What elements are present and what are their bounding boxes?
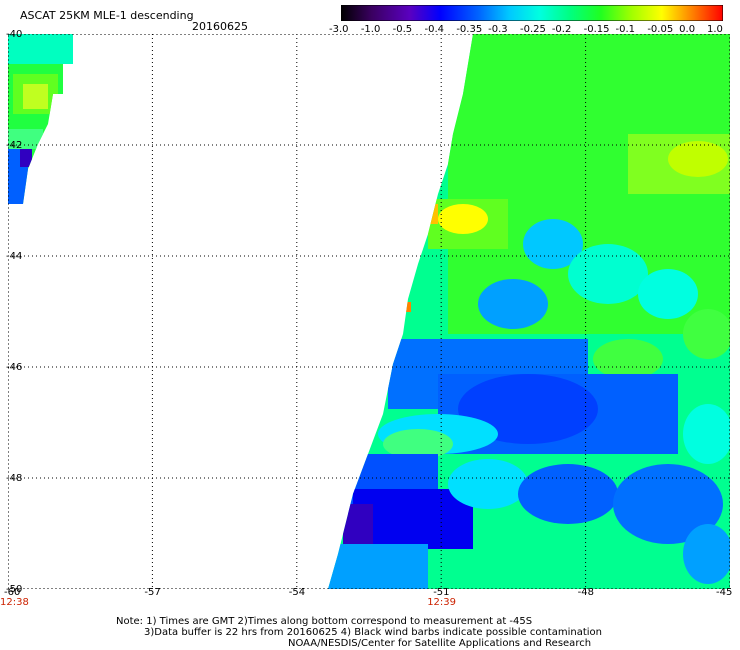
longitude-label: -51 bbox=[433, 587, 450, 598]
left-swath bbox=[8, 34, 73, 204]
colorbar-tick-label: -0.15 bbox=[583, 24, 610, 35]
note-line-2: 3)Data buffer is 22 hrs from 20160625 4)… bbox=[144, 627, 602, 638]
colorbar-tick-label: -0.4 bbox=[424, 24, 445, 35]
right-swath bbox=[328, 34, 730, 589]
note-line-3: NOAA/NESDIS/Center for Satellite Applica… bbox=[288, 638, 592, 649]
colorbar-tick-label: -0.1 bbox=[615, 24, 636, 35]
latitude-label: -46 bbox=[6, 362, 23, 373]
colorbar-tick-label: -0.2 bbox=[551, 24, 572, 35]
colorbar-tick-label: 0.0 bbox=[679, 24, 696, 35]
latitude-label: -42 bbox=[6, 140, 23, 151]
colorbar bbox=[341, 5, 723, 21]
time-label: 12:38 bbox=[0, 597, 29, 608]
product-title: ASCAT 25KM MLE-1 descending bbox=[20, 9, 194, 22]
wind-map bbox=[8, 34, 730, 589]
longitude-label: -60 bbox=[4, 587, 21, 598]
map-border bbox=[8, 34, 730, 589]
colorbar-tick-label: -0.25 bbox=[520, 24, 546, 35]
colorbar-tick-label: -0.05 bbox=[647, 24, 674, 35]
colorbar-tick-label: -0.5 bbox=[392, 24, 413, 35]
colorbar-tick-label: -1.0 bbox=[360, 24, 381, 35]
colorbar-tick-label: -0.3 bbox=[488, 24, 508, 35]
colorbar-tick-label: -3.0 bbox=[329, 24, 349, 35]
latitude-label: -40 bbox=[6, 29, 23, 40]
latitude-label: -44 bbox=[6, 251, 23, 262]
product-date: 20160625 bbox=[192, 20, 248, 33]
note-line-1: Note: 1) Times are GMT 2)Times along bot… bbox=[116, 616, 533, 627]
colorbar-tick-label: -0.35 bbox=[456, 24, 483, 35]
longitude-label: -48 bbox=[577, 587, 594, 598]
longitude-label: -54 bbox=[288, 587, 306, 598]
time-label: 12:39 bbox=[427, 597, 457, 608]
latitude-label: -48 bbox=[6, 473, 23, 484]
colorbar-tick-label: 1.0 bbox=[707, 24, 723, 35]
map-graticule bbox=[8, 34, 730, 589]
latitude-label: -50 bbox=[6, 584, 23, 595]
longitude-label: -45 bbox=[716, 587, 733, 598]
longitude-label: -57 bbox=[144, 587, 161, 598]
